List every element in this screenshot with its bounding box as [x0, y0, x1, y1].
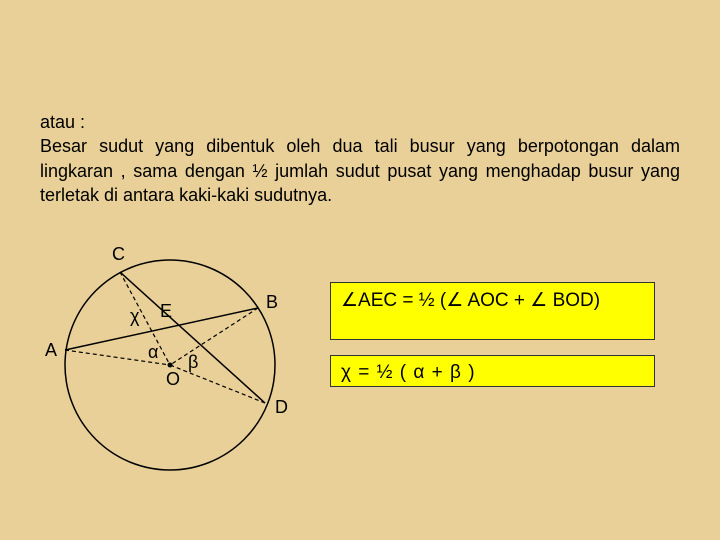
diagram-svg: A B C D E Oχα β	[40, 240, 300, 500]
circle-diagram: A B C D E Oχα β	[40, 240, 300, 500]
svg-text:α: α	[148, 342, 158, 362]
formula-aec-text: ∠AEC = ½ (∠ AOC + ∠ BOD)	[341, 290, 600, 311]
text-atau: atau :	[40, 110, 680, 134]
svg-text:O: O	[166, 369, 180, 389]
svg-text:D: D	[275, 397, 288, 417]
formula-chi: χ = ½ ( α + β )	[330, 355, 655, 387]
description-text: atau : Besar sudut yang dibentuk oleh du…	[40, 110, 680, 207]
svg-text:B: B	[266, 292, 278, 312]
formula-aec: ∠AEC = ½ (∠ AOC + ∠ BOD)	[330, 282, 655, 340]
svg-text:β: β	[188, 352, 198, 372]
svg-text:χ: χ	[130, 306, 140, 326]
svg-text:C: C	[112, 244, 125, 264]
formula-chi-text: χ = ½ ( α + β )	[341, 362, 476, 383]
svg-text:A: A	[45, 340, 57, 360]
text-paragraph: Besar sudut yang dibentuk oleh dua tali …	[40, 134, 680, 207]
svg-text:E: E	[160, 301, 172, 321]
